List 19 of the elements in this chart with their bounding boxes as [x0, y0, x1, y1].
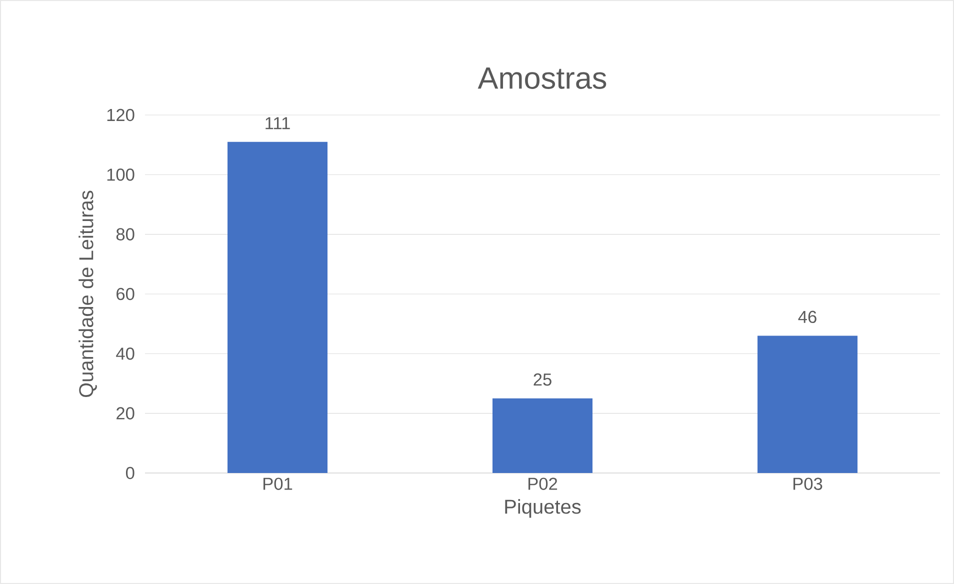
bar	[492, 398, 592, 473]
y-tick-label: 0	[126, 466, 134, 480]
y-tick-label: 100	[107, 168, 134, 181]
data-label: 111	[266, 117, 290, 130]
y-tick-label: 20	[116, 407, 134, 420]
x-tick-label: P02	[528, 478, 558, 490]
x-axis-title: Piquetes	[505, 499, 581, 518]
data-label: 46	[798, 310, 816, 324]
y-tick-label: 120	[107, 108, 134, 122]
bar	[228, 142, 328, 473]
y-axis-title: Quantidade de Leituras	[78, 190, 97, 398]
chart-title: Amostras	[478, 68, 606, 89]
y-tick-label: 40	[116, 348, 134, 360]
x-tick-label: P01	[264, 478, 292, 490]
x-tick-label: P03	[794, 478, 822, 490]
y-tick-label: 60	[116, 288, 134, 300]
y-tick-label: 80	[116, 228, 134, 240]
data-label: 25	[534, 373, 552, 386]
bar	[757, 336, 858, 473]
